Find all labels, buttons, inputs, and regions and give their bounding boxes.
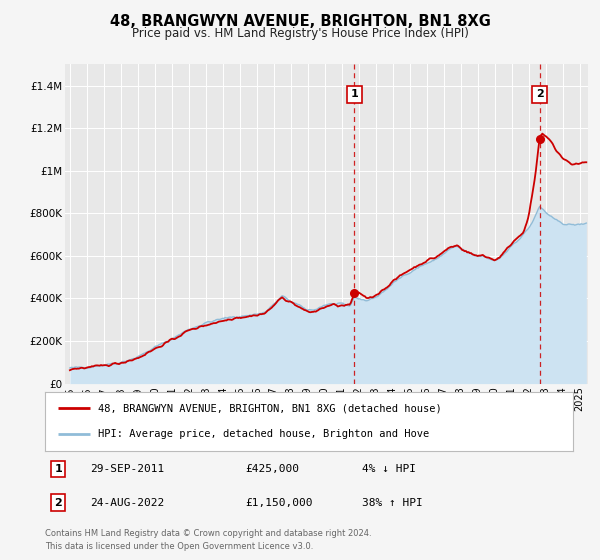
Text: 48, BRANGWYN AVENUE, BRIGHTON, BN1 8XG: 48, BRANGWYN AVENUE, BRIGHTON, BN1 8XG — [110, 14, 490, 29]
Text: 29-SEP-2011: 29-SEP-2011 — [90, 464, 164, 474]
Text: 1: 1 — [55, 464, 62, 474]
Text: 2: 2 — [536, 89, 544, 99]
Text: 1: 1 — [350, 89, 358, 99]
Text: 48, BRANGWYN AVENUE, BRIGHTON, BN1 8XG (detached house): 48, BRANGWYN AVENUE, BRIGHTON, BN1 8XG (… — [98, 403, 442, 413]
Text: 38% ↑ HPI: 38% ↑ HPI — [362, 498, 422, 507]
Text: £1,150,000: £1,150,000 — [245, 498, 313, 507]
Text: 24-AUG-2022: 24-AUG-2022 — [90, 498, 164, 507]
Text: Contains HM Land Registry data © Crown copyright and database right 2024.: Contains HM Land Registry data © Crown c… — [45, 529, 371, 538]
Text: Price paid vs. HM Land Registry's House Price Index (HPI): Price paid vs. HM Land Registry's House … — [131, 27, 469, 40]
Text: This data is licensed under the Open Government Licence v3.0.: This data is licensed under the Open Gov… — [45, 542, 313, 550]
Text: 2: 2 — [55, 498, 62, 507]
Text: HPI: Average price, detached house, Brighton and Hove: HPI: Average price, detached house, Brig… — [98, 430, 429, 440]
Text: £425,000: £425,000 — [245, 464, 299, 474]
Text: 4% ↓ HPI: 4% ↓ HPI — [362, 464, 416, 474]
